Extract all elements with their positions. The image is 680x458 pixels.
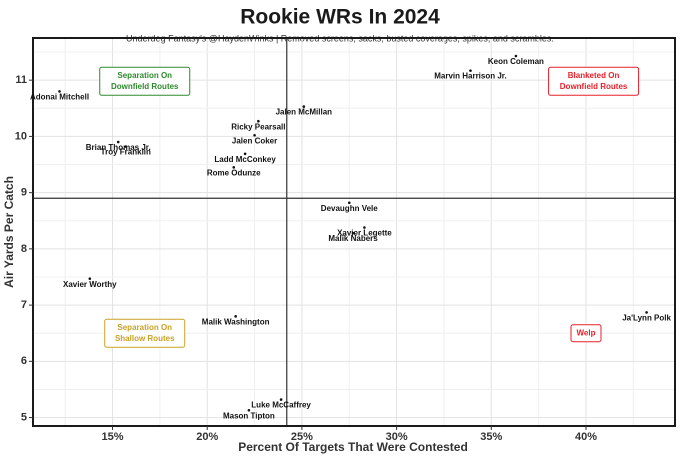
data-points: Keon Coleman Marvin Harrison Jr. Adonai Mi… (30, 54, 672, 420)
point-label: Xavier Worthy (63, 280, 117, 289)
quadrant-label-text: Shallow Routes (115, 334, 175, 343)
data-point (253, 133, 256, 137)
point-label: Ricky Pearsall (231, 122, 285, 131)
point-label: Rome Odunze (207, 168, 261, 177)
data-point (514, 54, 518, 58)
quadrant-label-text: Downfield Routes (560, 82, 628, 91)
point-label: Jalen Coker (232, 136, 277, 145)
point-label: Keon Coleman (488, 57, 544, 66)
x-tick-label: 35% (480, 431, 502, 443)
point-label: Jalen McMillan (276, 108, 333, 117)
quadrant-label-text: Separation On (117, 323, 172, 332)
y-axis-title: Air Yards Per Catch (2, 176, 16, 288)
data-point (234, 315, 237, 318)
point-label: Adonai Mitchell (30, 93, 89, 102)
data-point (302, 105, 306, 108)
quadrant-label-box (570, 324, 602, 343)
gridlines (33, 38, 675, 426)
point-label: Ja'Lynn Polk (622, 314, 671, 323)
data-point (58, 90, 61, 93)
quadrant-label-box (99, 66, 191, 96)
y-tick-label: 11 (15, 74, 27, 86)
data-point (243, 152, 247, 156)
quadrant-label-text: Welp (577, 328, 596, 337)
point-label: Marvin Harrison Jr. (434, 72, 506, 81)
point-label: Xavier Legette (337, 229, 392, 238)
x-axis-ticks: 15% 20% 25% 30% 35% 40% (102, 426, 597, 443)
y-tick-label: 6 (21, 355, 27, 367)
quadrant-label-text: Separation On (117, 71, 172, 80)
data-point (116, 140, 120, 144)
point-label: Ladd McConkey (214, 155, 276, 164)
point-label: Mason Tipton (223, 411, 275, 420)
y-tick-label: 8 (21, 243, 27, 255)
data-point (279, 398, 283, 401)
y-tick-label: 10 (15, 130, 27, 142)
data-point (232, 166, 236, 169)
data-point (469, 69, 472, 72)
point-label: Malik Nabers (328, 234, 378, 243)
point-label: Troy Franklin (101, 148, 151, 157)
point-label: Luke McCaffrey (251, 401, 311, 410)
x-axis-title: Percent Of Targets That Were Contested (238, 440, 468, 454)
y-axis-ticks: 5 6 7 8 9 10 11 (15, 74, 33, 423)
data-point (645, 311, 648, 314)
data-point (257, 119, 260, 123)
quadrant-label-text: Downfield Routes (111, 82, 179, 91)
reference-lines (33, 38, 675, 426)
y-tick-label: 7 (21, 299, 27, 311)
quadrant-labels: Separation On Downfield Routes Blanketed O… (99, 66, 640, 348)
quadrant-label-box (548, 66, 640, 96)
x-tick-label: 30% (386, 431, 408, 443)
point-label: Malik Washington (202, 317, 270, 326)
y-tick-label: 5 (21, 411, 27, 423)
data-point (124, 145, 128, 148)
data-point (363, 226, 366, 229)
x-tick-label: 25% (291, 431, 313, 443)
y-tick-label: 9 (21, 187, 27, 199)
plot-frame (32, 37, 676, 427)
x-tick-label: 20% (196, 431, 218, 443)
data-point (347, 201, 351, 205)
point-label: Devaughn Vele (321, 204, 378, 213)
point-label: Brian Thomas Jr. (86, 143, 151, 152)
quadrant-label-box (104, 318, 186, 348)
chart-title: Rookie WRs In 2024 (240, 6, 440, 29)
data-point (88, 277, 92, 280)
data-point (247, 408, 251, 412)
x-tick-label: 15% (102, 431, 124, 443)
data-point (351, 231, 355, 235)
quadrant-label-text: Blanketed On (568, 71, 620, 80)
x-tick-label: 40% (575, 431, 597, 443)
